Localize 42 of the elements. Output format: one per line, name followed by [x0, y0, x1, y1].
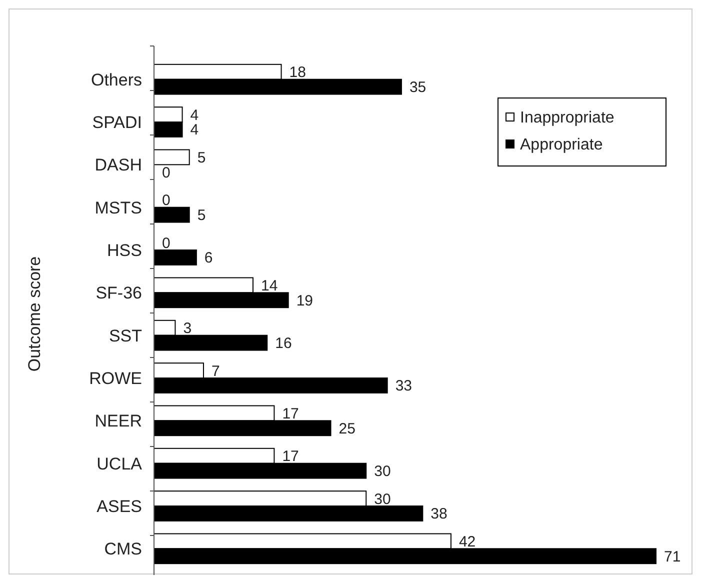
data-label: 38: [430, 506, 448, 523]
bar: [154, 149, 190, 166]
y-tick-label: SST: [108, 326, 142, 346]
data-label: 14: [260, 277, 278, 294]
y-tick-label: SPADI: [92, 112, 142, 132]
y-tick-label: SF-36: [96, 284, 142, 303]
data-label: 0: [162, 164, 170, 182]
y-tick-label: UCLA: [96, 454, 143, 474]
data-label: 19: [296, 292, 314, 310]
data-label: 30: [374, 490, 391, 508]
data-label: 17: [282, 405, 299, 422]
data-label: 7: [211, 362, 220, 380]
data-label: 18: [289, 64, 306, 82]
data-label: 0: [162, 234, 170, 252]
y-tick-label: CMS: [104, 540, 142, 559]
data-label: 35: [409, 79, 426, 96]
data-label: 4: [190, 106, 199, 124]
data-label: 33: [395, 378, 412, 395]
y-tick-label: DASH: [94, 156, 142, 175]
data-label: 16: [275, 335, 292, 352]
data-label: 30: [374, 463, 391, 480]
data-label: 25: [338, 420, 356, 438]
y-tick-label: Others: [90, 70, 142, 90]
data-label: 5: [197, 207, 206, 224]
legend-label: Appropriate: [520, 136, 603, 154]
bar: [154, 250, 197, 266]
data-label: 3: [183, 320, 192, 338]
data-label: 17: [282, 448, 299, 466]
legend-label: Inappropriate: [520, 110, 614, 127]
y-tick-label: NEER: [94, 412, 142, 431]
data-label: 5: [197, 149, 206, 166]
y-tick-label: HSS: [107, 240, 142, 260]
data-label: 4: [190, 122, 199, 139]
y-axis-title: Outcome score: [25, 256, 44, 372]
data-label: 6: [204, 250, 213, 267]
bar: [154, 206, 190, 223]
data-label: 0: [162, 192, 170, 210]
y-tick-label: ROWE: [89, 368, 142, 388]
y-tick-label: MSTS: [94, 198, 142, 218]
y-tick-label: ASES: [96, 496, 142, 516]
data-label: 71: [664, 548, 681, 566]
data-label: 42: [458, 533, 476, 550]
